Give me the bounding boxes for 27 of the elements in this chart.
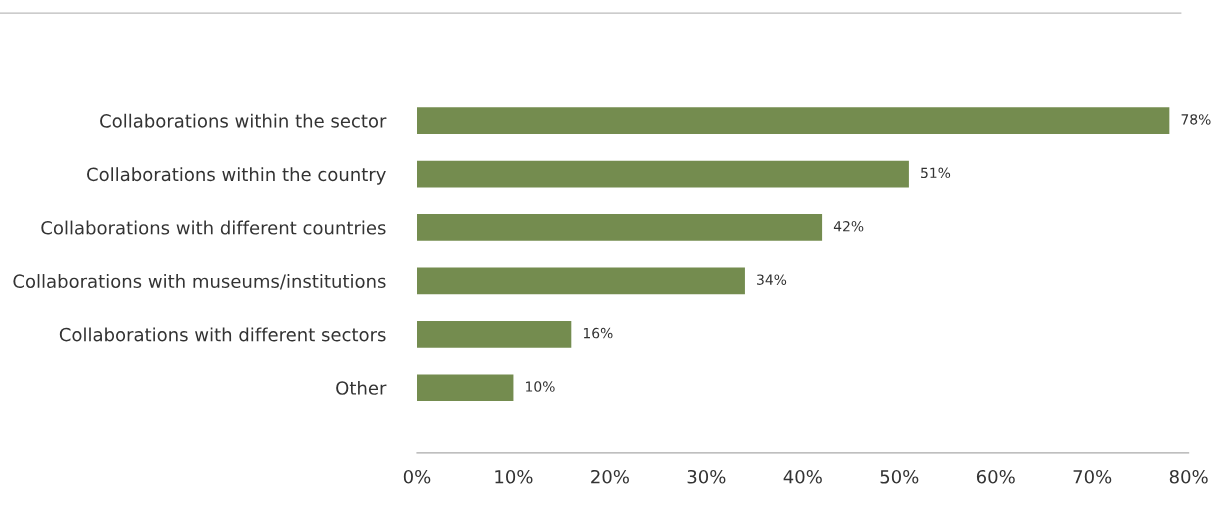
bar (416, 214, 823, 241)
x-tick-label: 80% (1169, 469, 1208, 484)
x-tick-label: 0% (403, 469, 431, 484)
bar (416, 160, 909, 188)
y-tick-label: Collaborations within the country (87, 167, 386, 185)
bar (416, 320, 572, 348)
data-label: 42% (833, 220, 864, 232)
y-tick-label: Collaborations with different sectors (59, 327, 386, 342)
bar (416, 107, 1170, 134)
x-tick-label: 20% (591, 469, 629, 484)
bar (416, 267, 745, 295)
y-tick-label: Collaborations with museums/institutions (13, 274, 386, 290)
data-label: 34% (757, 274, 787, 285)
x-tick-label: 50% (880, 469, 919, 484)
y-tick-label: Collaborations with different countries (41, 220, 386, 235)
x-tick-label: 40% (783, 469, 822, 484)
x-tick-label: 70% (1073, 469, 1112, 484)
data-label: 10% (526, 381, 555, 392)
bar (416, 374, 514, 402)
data-label: 16% (583, 327, 613, 339)
y-tick-label: Other (336, 380, 387, 395)
data-label: 78% (1181, 114, 1211, 125)
x-tick-label: 30% (687, 469, 726, 484)
x-tick-label: 10% (495, 469, 533, 484)
data-label: 51% (921, 167, 951, 179)
y-tick-label: Collaborations within the sector (100, 113, 387, 128)
x-tick-label: 60% (976, 469, 1015, 484)
